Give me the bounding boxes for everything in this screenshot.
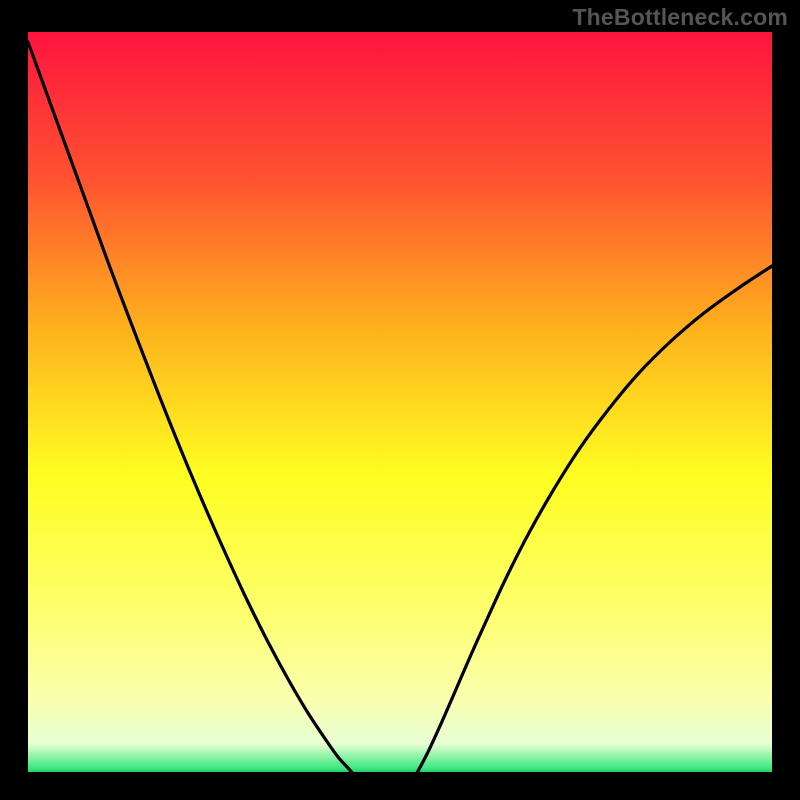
watermark-text: TheBottleneck.com — [572, 4, 788, 31]
bottleneck-chart — [0, 0, 800, 800]
chart-container: TheBottleneck.com — [0, 0, 800, 800]
gradient-background — [28, 32, 772, 772]
